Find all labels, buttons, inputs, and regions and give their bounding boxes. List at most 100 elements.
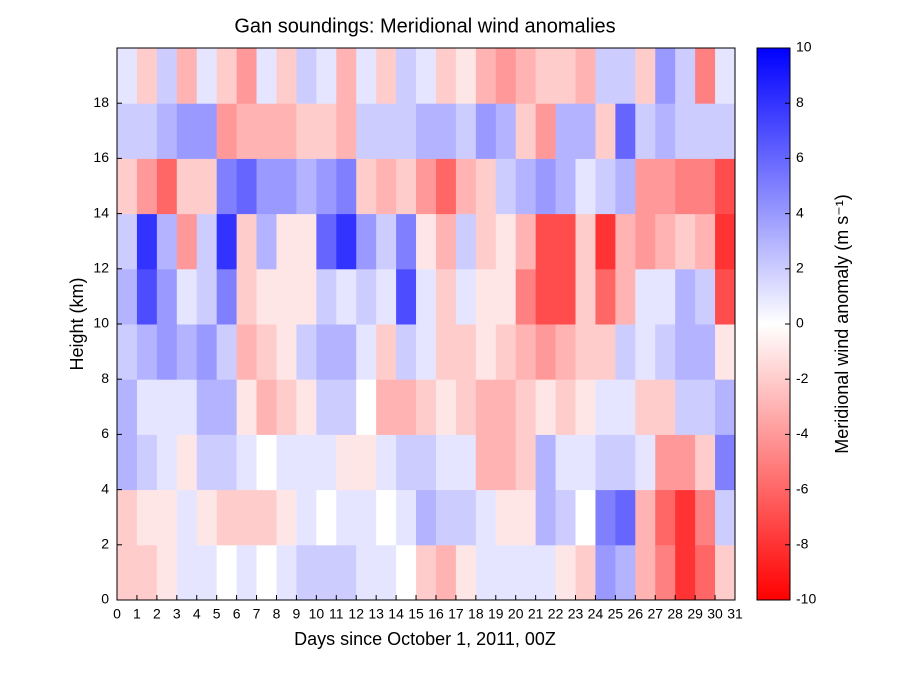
heat-cell	[655, 103, 676, 159]
heat-cell	[495, 158, 517, 215]
x-tick-label: 31	[727, 606, 743, 622]
heat-cell	[675, 544, 696, 601]
heat-cell	[615, 268, 636, 325]
heat-cell	[416, 379, 437, 435]
heat-cell	[535, 434, 557, 491]
heat-cell	[615, 48, 636, 104]
heat-cell	[336, 103, 357, 159]
colorbar-tick-label: -8	[796, 536, 809, 552]
x-tick-label: 11	[329, 606, 344, 622]
x-tick-label: 26	[628, 606, 644, 622]
y-tick-label: 0	[101, 591, 109, 607]
heat-cell	[156, 213, 178, 270]
heat-cell	[595, 544, 616, 601]
heat-cell	[715, 324, 736, 380]
heat-cell	[236, 489, 258, 546]
heat-cell	[336, 48, 357, 104]
heat-cell	[455, 213, 477, 270]
heat-cell	[276, 379, 297, 435]
heat-cell	[396, 103, 417, 159]
heat-cell	[635, 324, 656, 380]
heat-cell	[376, 158, 397, 215]
heat-cell	[635, 213, 656, 270]
heat-cell	[156, 48, 178, 104]
x-tick-label: 18	[468, 606, 484, 622]
heat-cell	[535, 213, 557, 270]
heat-cell	[535, 103, 557, 159]
heat-cell	[535, 268, 557, 325]
heat-cell	[256, 489, 277, 546]
heat-cell	[396, 158, 417, 215]
heat-cell	[396, 213, 417, 270]
heat-cell	[356, 103, 377, 159]
heat-cell	[136, 103, 158, 159]
x-tick-label: 22	[548, 606, 564, 622]
heat-cell	[555, 489, 577, 546]
heat-cell	[655, 379, 676, 435]
heat-cell	[117, 103, 138, 159]
heat-cell	[555, 103, 577, 159]
heat-cell	[675, 158, 696, 215]
heat-cell	[296, 268, 317, 325]
heat-cell	[455, 379, 477, 435]
heat-cell	[655, 158, 676, 215]
heat-cell	[136, 434, 158, 491]
heat-cell	[176, 158, 198, 215]
colorbar-tick-label: -6	[796, 480, 809, 496]
heat-cell	[715, 158, 736, 215]
heat-cell	[376, 434, 397, 491]
heat-cell	[695, 48, 716, 104]
x-tick-label: 7	[253, 606, 261, 622]
heat-cell	[396, 268, 417, 325]
heat-cell	[296, 324, 317, 380]
heat-cell	[655, 48, 676, 104]
heat-cell	[675, 379, 696, 435]
heat-cell	[475, 324, 497, 380]
heat-cell	[296, 158, 317, 215]
heat-cell	[336, 379, 357, 435]
heat-cell	[216, 213, 238, 270]
heat-cell	[495, 544, 517, 601]
colorbar	[756, 47, 791, 601]
chart-title: Gan soundings: Meridional wind anomalies	[234, 15, 615, 37]
heat-cell	[635, 434, 656, 491]
heat-cell	[176, 213, 198, 270]
heat-cell	[296, 544, 317, 601]
heat-cell	[435, 489, 457, 546]
heat-cell	[695, 379, 716, 435]
heat-cell	[416, 268, 437, 325]
heat-cell	[396, 379, 417, 435]
heat-cell	[455, 268, 477, 325]
heat-cell	[316, 544, 337, 601]
heat-cell	[196, 434, 218, 491]
heat-cell	[236, 213, 258, 270]
colorbar-tick-label: 2	[796, 260, 804, 276]
heat-cell	[475, 103, 497, 159]
heat-cell	[396, 544, 417, 601]
heat-cell	[196, 103, 218, 159]
heat-cell	[156, 268, 178, 325]
heat-cell	[216, 489, 238, 546]
x-tick-label: 12	[348, 606, 364, 622]
x-tick-label: 19	[488, 606, 504, 622]
heat-cell	[655, 489, 676, 546]
heat-cell	[236, 379, 258, 435]
heat-cell	[455, 544, 477, 601]
heat-cell	[515, 103, 537, 159]
heat-cell	[595, 268, 616, 325]
heat-cell	[196, 379, 218, 435]
heat-cell	[196, 324, 218, 380]
heat-cell	[356, 324, 377, 380]
heat-cell	[376, 103, 397, 159]
heat-cell	[316, 379, 337, 435]
heat-cell	[455, 103, 477, 159]
heat-cell	[136, 324, 158, 380]
heat-cell	[455, 489, 477, 546]
heat-cell	[336, 268, 357, 325]
heat-cell	[435, 158, 457, 215]
heat-cell	[276, 489, 297, 546]
heat-cell	[396, 48, 417, 104]
heat-cell	[256, 268, 277, 325]
heat-cell	[515, 158, 537, 215]
